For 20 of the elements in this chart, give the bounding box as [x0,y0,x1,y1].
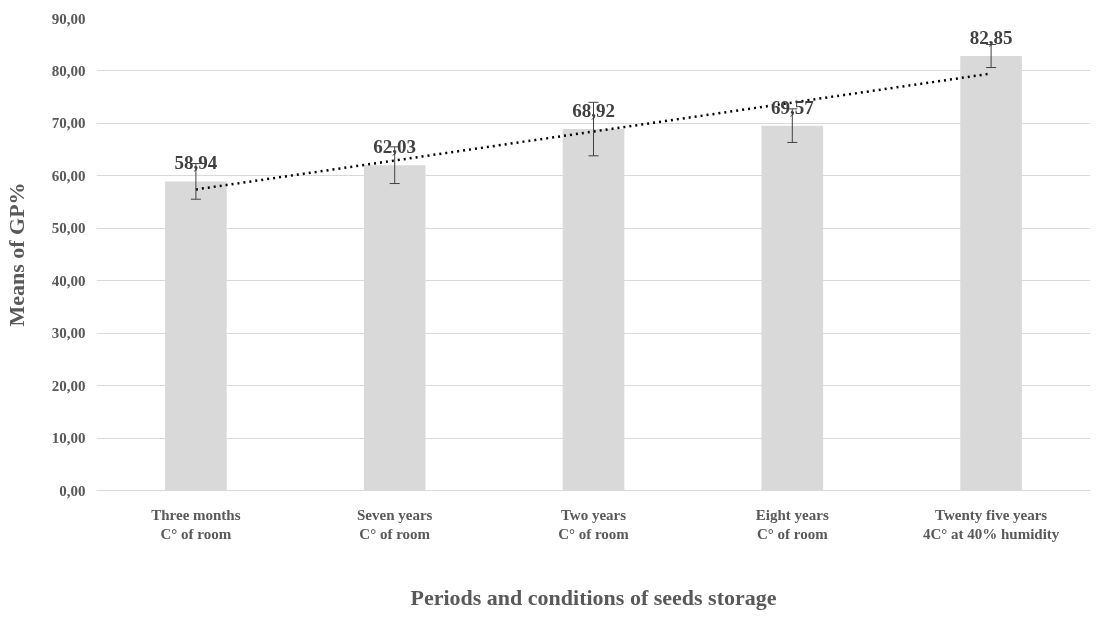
y-tick-label: 10,00 [51,430,86,447]
x-axis-title: Periods and conditions of seeds storage [410,584,777,610]
y-tick-label: 30,00 [51,325,86,342]
y-axis-title: Means of GP% [3,182,29,327]
y-tick-label: 0,00 [59,482,86,499]
y-tick-label: 50,00 [51,220,86,237]
y-tick-label: 60,00 [51,167,86,184]
y-tick-label: 90,00 [51,10,86,27]
x-tick-label: Seven years C° of room [357,506,433,542]
data-label: 62,03 [373,136,417,158]
y-tick-label: 40,00 [51,272,86,289]
data-label: 58,94 [174,152,218,174]
y-tick-label: 80,00 [51,62,86,79]
y-tick-label: 70,00 [51,115,86,132]
x-tick-label: Three months C° of room [151,506,241,542]
x-tick-label: Two years C° of room [558,506,630,542]
y-tick-label: 20,00 [51,377,86,394]
x-tick-label: Twenty five years 4C° at 40% humidity [922,506,1060,542]
data-label: 82,85 [969,27,1013,48]
x-tick-label: Eight years C° of room [755,506,829,542]
